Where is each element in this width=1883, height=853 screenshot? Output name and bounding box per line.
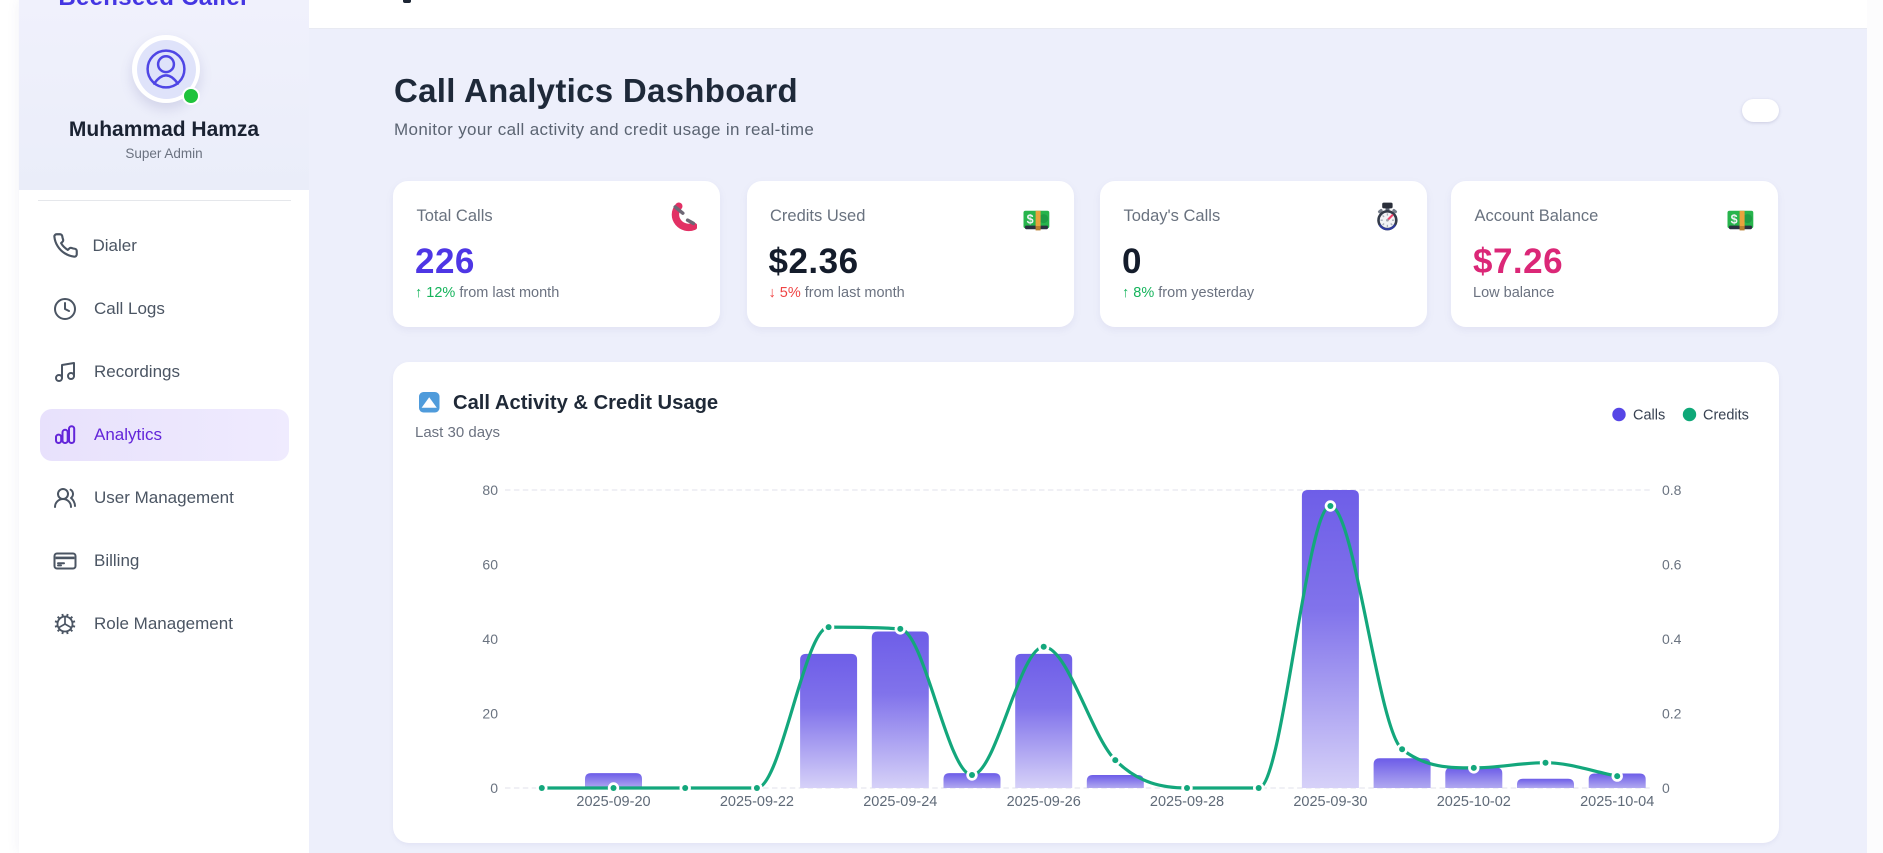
svg-text:0.6: 0.6 — [1662, 556, 1682, 572]
svg-text:Last 30 days: Last 30 days — [415, 424, 500, 441]
svg-text:20: 20 — [482, 705, 498, 721]
svg-text:Credits: Credits — [1703, 408, 1749, 424]
svg-text:Call Activity & Credit Usage: Call Activity & Credit Usage — [453, 392, 718, 414]
svg-text:0.8: 0.8 — [1662, 482, 1682, 498]
svg-text:2025-10-04: 2025-10-04 — [1580, 794, 1654, 810]
svg-text:0: 0 — [1662, 780, 1670, 796]
svg-text:80: 80 — [482, 482, 498, 498]
svg-text:0.2: 0.2 — [1662, 705, 1682, 721]
svg-text:2025-09-30: 2025-09-30 — [1293, 794, 1367, 810]
svg-text:$: $ — [1731, 212, 1738, 226]
svg-text:2025-09-26: 2025-09-26 — [1007, 794, 1081, 810]
svg-text:60: 60 — [482, 556, 498, 572]
svg-text:2025-09-22: 2025-09-22 — [720, 794, 794, 810]
svg-text:2025-10-02: 2025-10-02 — [1437, 794, 1511, 810]
svg-text:Calls: Calls — [1633, 408, 1665, 424]
svg-text:0.4: 0.4 — [1662, 631, 1682, 647]
svg-text:2025-09-24: 2025-09-24 — [863, 794, 937, 810]
svg-text:0: 0 — [490, 780, 498, 796]
svg-text:2025-09-28: 2025-09-28 — [1150, 794, 1224, 810]
svg-text:40: 40 — [482, 631, 498, 647]
svg-text:2025-09-20: 2025-09-20 — [576, 794, 650, 810]
svg-text:$: $ — [1026, 212, 1033, 226]
